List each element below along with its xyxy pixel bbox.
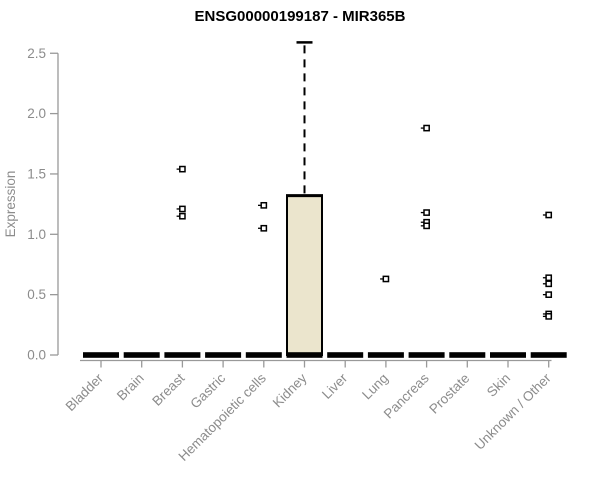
y-tick-label: 1.5 [27,166,46,181]
outlier-point [179,212,186,220]
y-tick-label: 2.0 [27,106,46,121]
x-tick-label-bladder: Bladder [63,370,107,414]
box-group-breast [164,165,201,358]
outlier-point [545,211,553,219]
x-tick-label-pancreas: Pancreas [381,370,432,421]
box-group-liver [327,352,364,358]
x-tick-label-prostate: Prostate [426,371,472,417]
x-tick-label-kidney: Kidney [270,370,310,410]
y-tick-label: 1.0 [27,227,46,242]
outlier-point [545,280,553,288]
x-tick-label-breast: Breast [149,370,187,408]
median-dash [123,352,160,358]
box-group-unknown-other [530,211,567,358]
median-dash [490,352,526,358]
outlier-point [545,313,553,320]
outlier-point [545,274,553,282]
median-dash [164,352,201,358]
median-dash [408,352,445,358]
box-group-kidney [286,41,323,358]
outlier-point [423,124,430,132]
median-dash [83,352,119,358]
x-tick-label-skin: Skin [484,371,513,400]
median-dash [245,352,282,358]
box-group-pancreas [408,124,445,358]
median-dash [367,352,404,358]
box-group-brain [123,352,160,358]
box-group-skin [490,352,526,358]
outlier-point [260,224,268,232]
median-dash [530,352,567,358]
median-dash [286,352,323,358]
box-group-bladder [83,352,119,358]
box-group-prostate [449,352,486,358]
median-dash [327,352,364,358]
outlier-point [260,201,268,209]
x-tick-label-liver: Liver [319,370,351,402]
box-group-gastric [205,352,242,358]
outlier-point [179,205,186,213]
outlier-point [423,222,430,230]
outlier-point [545,291,553,298]
median-dash [205,352,242,358]
outlier-point [423,209,430,216]
chart-title: ENSG00000199187 - MIR365B [195,8,406,25]
x-tick-label-lung: Lung [359,371,391,403]
y-axis-label: Expression [3,171,18,238]
y-tick-label: 0.0 [27,348,46,363]
box-rect [286,194,323,356]
box-group-hematopoietic-cells [245,201,282,358]
outlier-point [179,165,186,173]
median-dash [449,352,486,358]
x-tick-label-unknown-other: Unknown / Other [472,370,555,453]
outlier-point [382,275,390,283]
x-tick-label-brain: Brain [114,371,147,404]
box-group-lung [367,275,404,358]
y-tick-label: 0.5 [27,287,46,302]
y-tick-label: 2.5 [27,46,46,61]
